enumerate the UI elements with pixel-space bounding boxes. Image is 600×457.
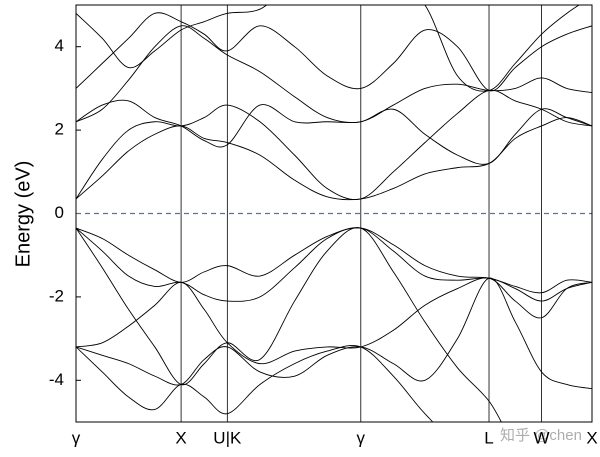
watermark: 知乎 @chen bbox=[500, 427, 582, 444]
band-line bbox=[76, 277, 592, 390]
x-tick-label: X bbox=[586, 428, 597, 447]
band-line bbox=[76, 99, 592, 165]
band-line bbox=[76, 5, 580, 92]
plot-frame bbox=[75, 4, 593, 423]
band-line bbox=[76, 227, 502, 422]
y-tick-label: -4 bbox=[49, 370, 64, 389]
y-tick-label: 2 bbox=[55, 120, 64, 139]
x-tick-label: U|K bbox=[213, 428, 242, 447]
y-axis-label: Energy (eV) bbox=[12, 161, 34, 268]
x-tick-label: L bbox=[484, 428, 493, 447]
y-tick-label: 4 bbox=[55, 36, 64, 55]
band-line bbox=[76, 227, 592, 302]
x-tick-label: W bbox=[534, 428, 550, 447]
band-line bbox=[76, 25, 592, 124]
plot-area bbox=[76, 5, 592, 422]
x-tick-label: γ bbox=[72, 428, 81, 447]
band-line bbox=[76, 344, 434, 422]
band-line bbox=[76, 277, 592, 365]
x-tick-label: γ bbox=[357, 428, 366, 447]
band-line bbox=[76, 89, 592, 201]
band-line bbox=[76, 12, 592, 92]
y-tick-label: 0 bbox=[55, 203, 64, 222]
band-line bbox=[76, 227, 592, 294]
band-line bbox=[76, 117, 592, 201]
x-tick-label: X bbox=[175, 428, 186, 447]
y-tick-label: -2 bbox=[49, 286, 64, 305]
